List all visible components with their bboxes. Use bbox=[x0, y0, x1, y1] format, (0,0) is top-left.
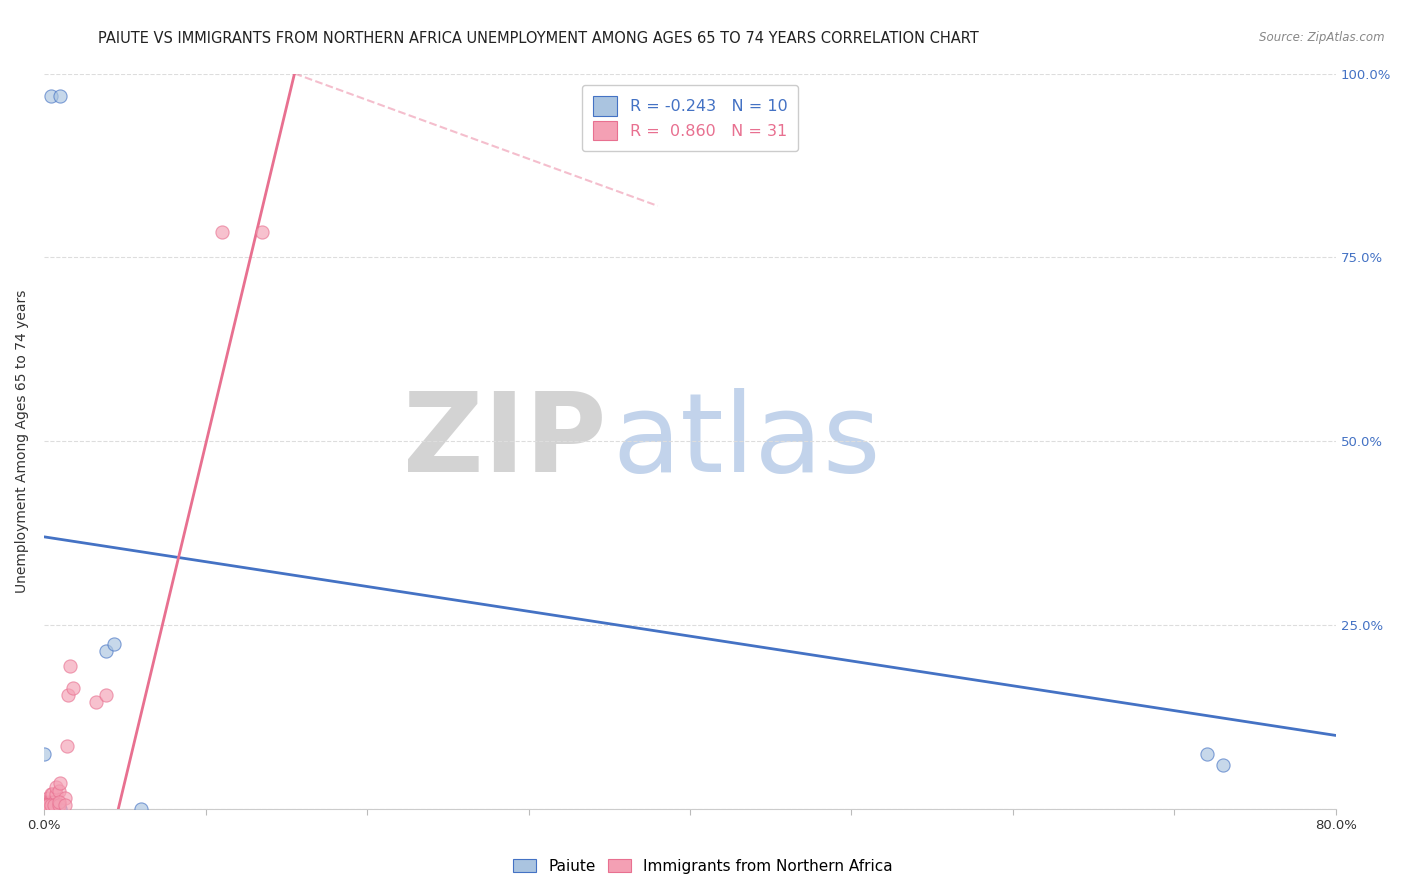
Point bbox=[1212, 757, 1234, 772]
Point bbox=[42, 795, 65, 809]
Point bbox=[53, 791, 76, 805]
Text: atlas: atlas bbox=[613, 388, 882, 495]
Point bbox=[37, 791, 59, 805]
Point bbox=[38, 795, 60, 809]
Point bbox=[48, 798, 70, 813]
Point bbox=[39, 88, 62, 103]
Point bbox=[58, 688, 80, 702]
Y-axis label: Unemployment Among Ages 65 to 74 years: Unemployment Among Ages 65 to 74 years bbox=[15, 290, 30, 593]
Point bbox=[37, 795, 59, 809]
Point bbox=[49, 802, 72, 816]
Point bbox=[32, 747, 55, 761]
Point bbox=[48, 795, 70, 809]
Point bbox=[59, 658, 82, 673]
Point bbox=[32, 798, 55, 813]
Point bbox=[39, 787, 62, 801]
Point bbox=[41, 787, 63, 801]
Point bbox=[250, 225, 273, 239]
Point bbox=[129, 802, 152, 816]
Point bbox=[37, 798, 59, 813]
Point bbox=[49, 88, 72, 103]
Point bbox=[1195, 747, 1218, 761]
Text: ZIP: ZIP bbox=[402, 388, 606, 495]
Legend: R = -0.243   N = 10, R =  0.860   N = 31: R = -0.243 N = 10, R = 0.860 N = 31 bbox=[582, 85, 799, 152]
Point bbox=[53, 798, 76, 813]
Text: Source: ZipAtlas.com: Source: ZipAtlas.com bbox=[1260, 31, 1385, 45]
Point bbox=[38, 802, 60, 816]
Point bbox=[94, 688, 117, 702]
Point bbox=[84, 695, 107, 709]
Point bbox=[45, 780, 67, 794]
Point bbox=[42, 798, 65, 813]
Point bbox=[39, 795, 62, 809]
Point bbox=[41, 795, 63, 809]
Point bbox=[94, 644, 117, 658]
Point bbox=[49, 776, 72, 790]
Point bbox=[32, 795, 55, 809]
Point bbox=[62, 681, 84, 695]
Point bbox=[103, 636, 125, 650]
Point bbox=[56, 739, 79, 754]
Point bbox=[39, 798, 62, 813]
Text: PAIUTE VS IMMIGRANTS FROM NORTHERN AFRICA UNEMPLOYMENT AMONG AGES 65 TO 74 YEARS: PAIUTE VS IMMIGRANTS FROM NORTHERN AFRIC… bbox=[98, 31, 979, 46]
Point bbox=[45, 787, 67, 801]
Point bbox=[35, 798, 58, 813]
Legend: Paiute, Immigrants from Northern Africa: Paiute, Immigrants from Northern Africa bbox=[508, 853, 898, 880]
Point bbox=[211, 225, 233, 239]
Point bbox=[35, 795, 58, 809]
Point bbox=[48, 783, 70, 797]
